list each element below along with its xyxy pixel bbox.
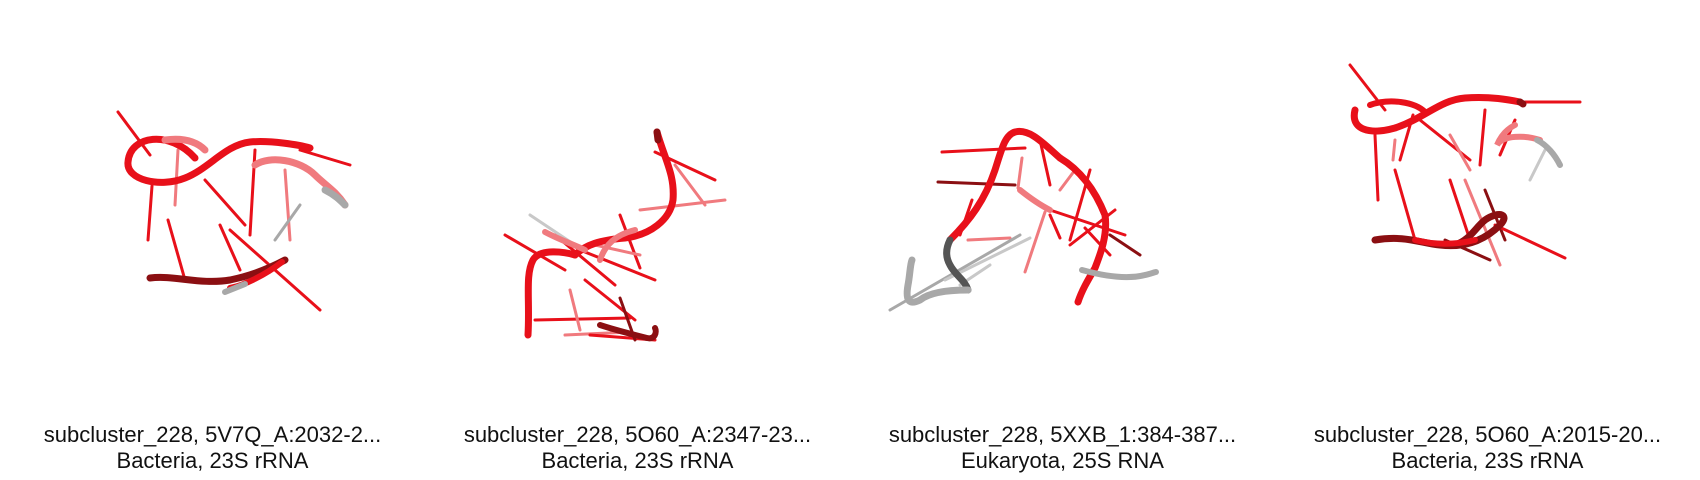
structure-panel-3: subcluster_228, 5XXB_1:384-387... Eukary… [850, 0, 1275, 480]
panel-subtitle: Eukaryota, 25S RNA [961, 448, 1164, 473]
rna-structure-image-2 [503, 128, 727, 342]
structure-panel-4: subcluster_228, 5O60_A:2015-20... Bacter… [1275, 0, 1700, 480]
rna-structure-image-4 [1348, 63, 1582, 267]
panel-title: subcluster_228, 5O60_A:2015-20... [1313, 422, 1662, 447]
structure-panel-2: subcluster_228, 5O60_A:2347-23... Bacter… [425, 0, 850, 480]
panel-title: subcluster_228, 5O60_A:2347-23... [463, 422, 812, 447]
panel-subtitle: Bacteria, 23S rRNA [1391, 448, 1584, 473]
panel-title: subcluster_228, 5V7Q_A:2032-2... [43, 422, 382, 447]
panel-subtitle: Bacteria, 23S rRNA [541, 448, 734, 473]
structure-panel-1: subcluster_228, 5V7Q_A:2032-2... Bacteri… [0, 0, 425, 480]
panel-title: subcluster_228, 5XXB_1:384-387... [888, 422, 1237, 447]
rna-structure-image-3 [888, 127, 1159, 312]
rna-structure-image-1 [116, 110, 352, 312]
panel-subtitle: Bacteria, 23S rRNA [116, 448, 309, 473]
